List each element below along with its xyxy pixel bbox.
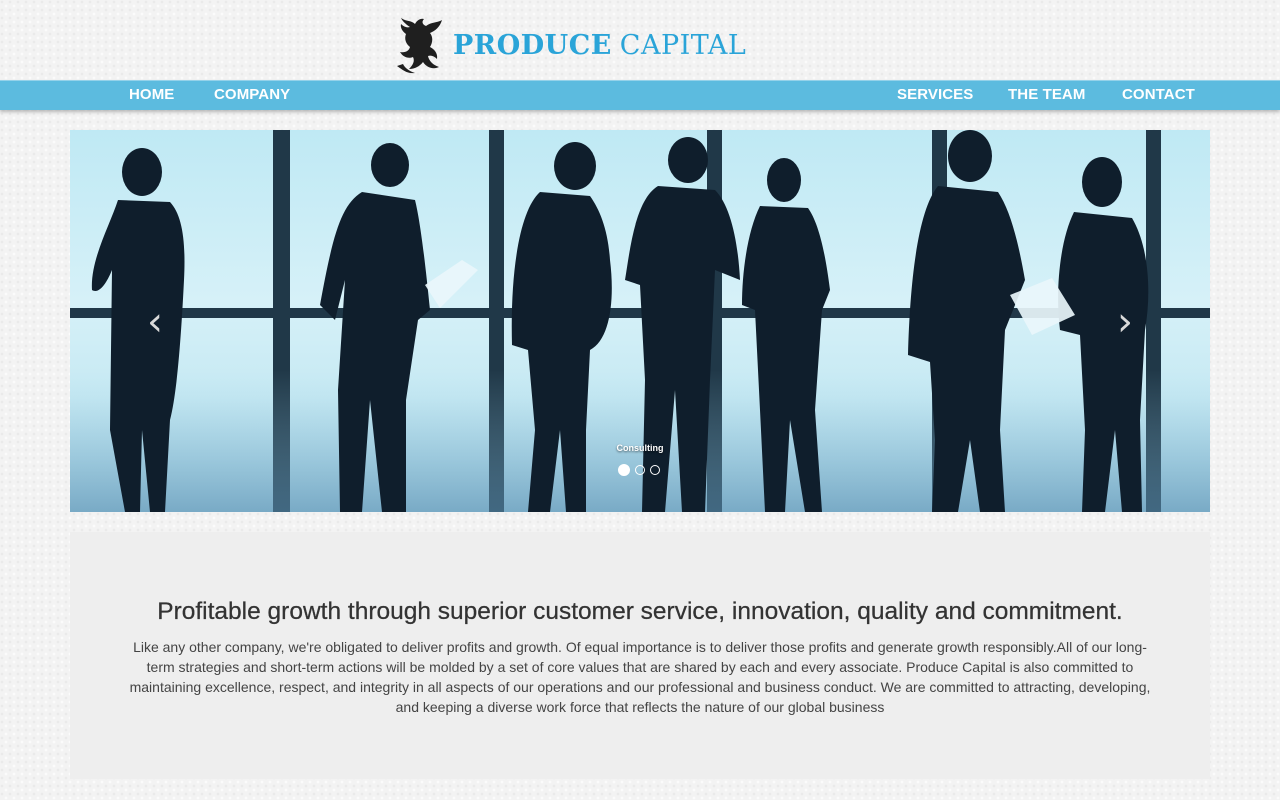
nav-company[interactable]: COMPANY (214, 86, 291, 103)
carousel-indicator-2[interactable] (635, 465, 645, 475)
main-nav: HOME COMPANY SERVICES THE TEAM CONTACT (0, 80, 1280, 110)
carousel-indicator-1[interactable] (618, 464, 630, 476)
nav-contact[interactable]: CONTACT (1122, 86, 1195, 103)
carousel-indicator-3[interactable] (650, 465, 660, 475)
chevron-left-icon: ‹ (147, 299, 163, 345)
intro-section: Profitable growth through superior custo… (70, 532, 1210, 779)
carousel-caption: Consulting (616, 443, 664, 453)
nav-the-team[interactable]: THE TEAM (1008, 86, 1086, 103)
site-logo[interactable]: PRODUCE CAPITAL (393, 14, 746, 76)
hero-carousel: ‹ › Consulting (70, 130, 1210, 512)
chevron-right-icon: › (1117, 299, 1133, 345)
hero-image-business-people (70, 130, 1210, 512)
logo-word-produce: PRODUCE (453, 29, 612, 61)
nav-services[interactable]: SERVICES (897, 86, 974, 103)
carousel-next-button[interactable]: › (1110, 302, 1140, 342)
intro-body-text: Like any other company, we're obligated … (129, 639, 1151, 715)
nav-home[interactable]: HOME (129, 86, 175, 103)
carousel-prev-button[interactable]: ‹ (140, 302, 170, 342)
griffin-icon (397, 18, 442, 74)
logo-word-capital: CAPITAL (619, 29, 747, 61)
carousel-indicators (618, 464, 660, 476)
intro-headline: Profitable growth through superior custo… (157, 598, 1123, 625)
logo-wordmark: PRODUCE CAPITAL (453, 32, 746, 59)
